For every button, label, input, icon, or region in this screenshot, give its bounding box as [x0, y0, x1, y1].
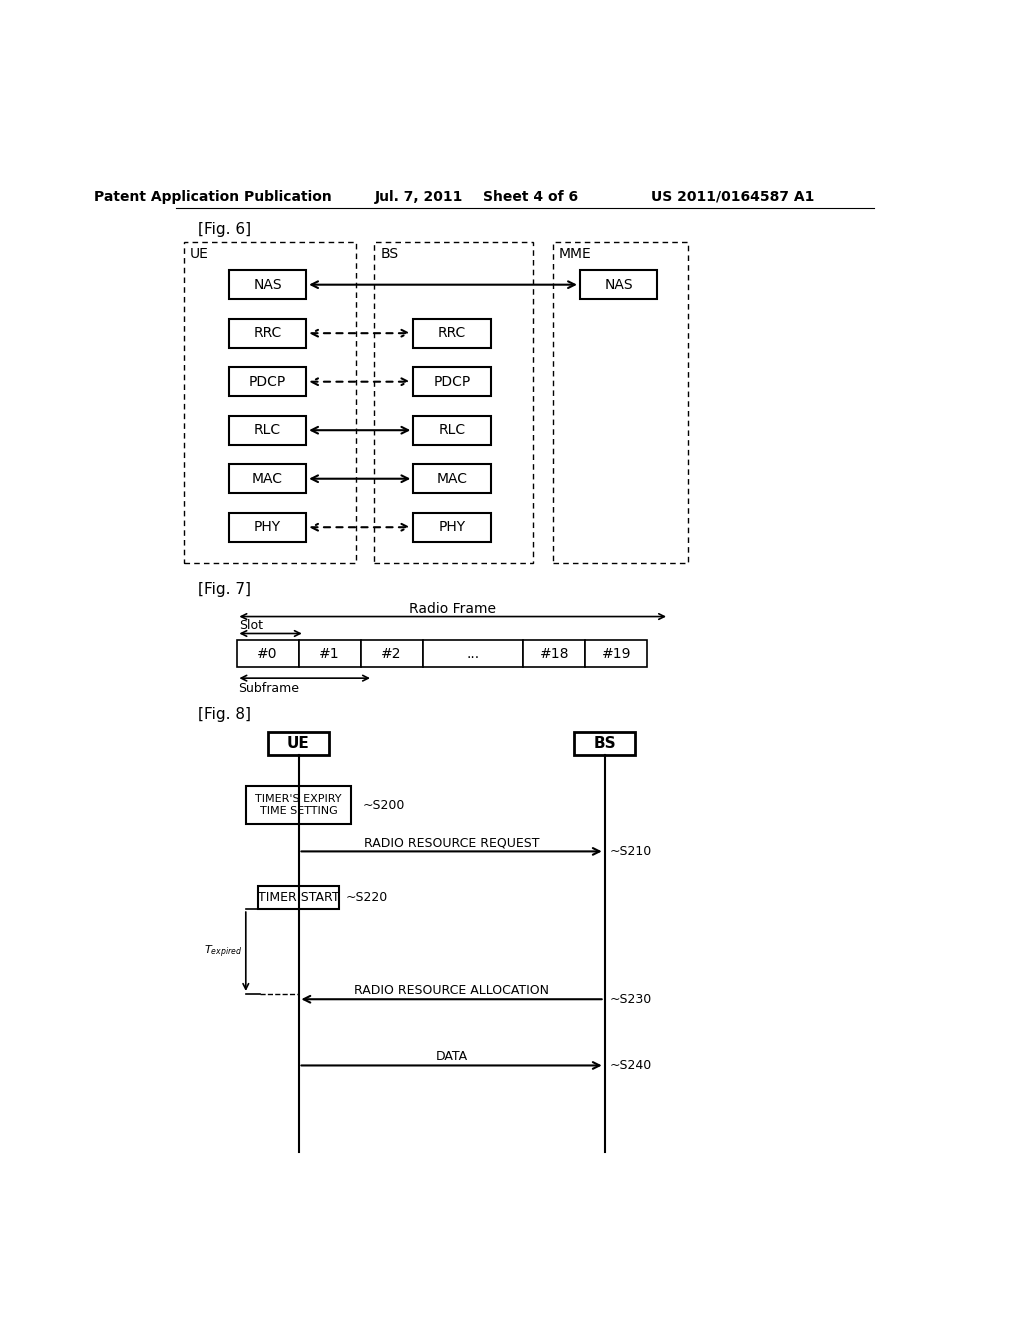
Text: RLC: RLC: [254, 424, 281, 437]
Text: RLC: RLC: [438, 424, 466, 437]
Text: PDCP: PDCP: [249, 375, 286, 388]
Text: Jul. 7, 2011: Jul. 7, 2011: [375, 190, 463, 203]
Bar: [414, 367, 490, 396]
Text: #18: #18: [540, 647, 569, 660]
Bar: [183, 242, 356, 564]
Text: MAC: MAC: [252, 471, 283, 486]
Bar: [228, 416, 306, 445]
Text: PHY: PHY: [438, 520, 466, 535]
Text: MAC: MAC: [436, 471, 467, 486]
Text: ~S210: ~S210: [609, 845, 651, 858]
Text: ~S200: ~S200: [362, 799, 404, 812]
Text: TIMER START: TIMER START: [258, 891, 339, 904]
Text: Patent Application Publication: Patent Application Publication: [94, 190, 332, 203]
Bar: [414, 465, 490, 494]
Text: RRC: RRC: [438, 326, 466, 341]
Text: UE: UE: [190, 247, 209, 261]
Text: Radio Frame: Radio Frame: [410, 602, 497, 616]
Bar: [246, 785, 351, 825]
Text: Subframe: Subframe: [238, 681, 299, 694]
Text: MME: MME: [559, 247, 592, 261]
Text: ...: ...: [466, 647, 479, 660]
Text: BS: BS: [381, 247, 398, 261]
Text: #2: #2: [381, 647, 401, 660]
Bar: [268, 733, 329, 755]
Bar: [375, 242, 534, 564]
Bar: [228, 271, 306, 300]
Bar: [553, 242, 688, 564]
Bar: [228, 465, 306, 494]
Text: BS: BS: [593, 737, 616, 751]
Text: UE: UE: [287, 737, 310, 751]
Text: Sheet 4 of 6: Sheet 4 of 6: [483, 190, 579, 203]
Bar: [586, 640, 647, 668]
Text: #19: #19: [601, 647, 631, 660]
Bar: [228, 318, 306, 348]
Text: RADIO RESOURCE ALLOCATION: RADIO RESOURCE ALLOCATION: [354, 985, 549, 998]
Bar: [574, 733, 635, 755]
Bar: [523, 640, 586, 668]
Text: PDCP: PDCP: [433, 375, 471, 388]
Bar: [299, 640, 360, 668]
Bar: [414, 318, 490, 348]
Bar: [580, 271, 657, 300]
Bar: [258, 886, 339, 909]
Bar: [237, 640, 299, 668]
Text: [Fig. 8]: [Fig. 8]: [198, 706, 251, 722]
Bar: [228, 512, 306, 543]
Bar: [414, 512, 490, 543]
Text: RRC: RRC: [253, 326, 282, 341]
Bar: [423, 640, 523, 668]
Bar: [360, 640, 423, 668]
Text: US 2011/0164587 A1: US 2011/0164587 A1: [651, 190, 814, 203]
Text: Slot: Slot: [240, 619, 263, 632]
Text: [Fig. 7]: [Fig. 7]: [198, 582, 251, 597]
Bar: [414, 416, 490, 445]
Text: DATA: DATA: [435, 1051, 468, 1064]
Text: PHY: PHY: [254, 520, 281, 535]
Text: NAS: NAS: [604, 277, 633, 292]
Text: ~S220: ~S220: [345, 891, 388, 904]
Text: #0: #0: [257, 647, 278, 660]
Bar: [228, 367, 306, 396]
Text: NAS: NAS: [253, 277, 282, 292]
Text: #1: #1: [319, 647, 340, 660]
Text: ~S240: ~S240: [609, 1059, 651, 1072]
Text: RADIO RESOURCE REQUEST: RADIO RESOURCE REQUEST: [364, 837, 540, 850]
Text: [Fig. 6]: [Fig. 6]: [198, 222, 251, 236]
Text: $T_{expired}$: $T_{expired}$: [205, 944, 243, 960]
Text: ~S230: ~S230: [609, 993, 651, 1006]
Text: TIMER'S EXPIRY
TIME SETTING: TIMER'S EXPIRY TIME SETTING: [255, 795, 342, 816]
